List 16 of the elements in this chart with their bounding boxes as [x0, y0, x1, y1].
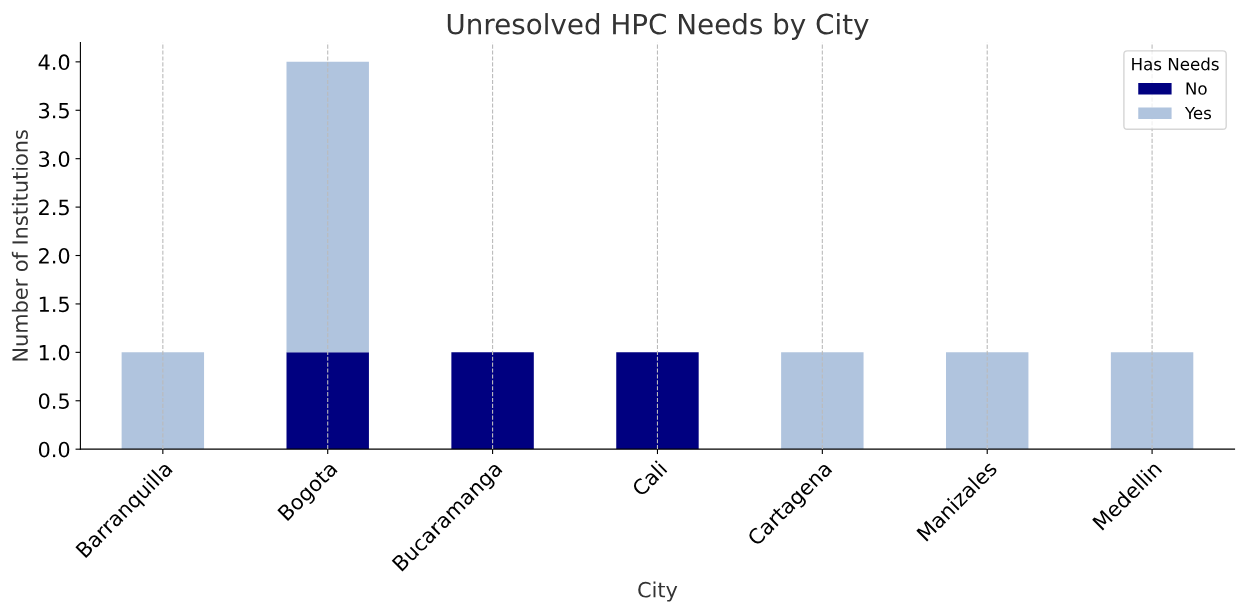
legend-label: No [1186, 82, 1207, 95]
y-tick-label: 2.5 [39, 199, 69, 216]
legend-label: Yes [1184, 106, 1212, 120]
y-tick-label: 0.5 [38, 393, 69, 409]
x-axis-title: City [638, 581, 678, 602]
y-tick-label: 3.0 [39, 151, 70, 167]
y-tick-label: 4.0 [38, 54, 70, 71]
x-tick-label: Cali [630, 460, 668, 497]
y-tick-label: 1.5 [39, 296, 69, 313]
y-tick-label: 1.0 [39, 344, 70, 361]
y-tick-label: 2.0 [39, 247, 70, 264]
legend-title: Has Needs [1132, 57, 1219, 71]
chart-title: Unresolved HPC Needs by City [447, 13, 869, 40]
y-tick-label: 3.5 [39, 102, 69, 119]
y-axis-title: Number of Institutions [11, 130, 28, 361]
y-tick-label: 0.0 [38, 441, 70, 458]
